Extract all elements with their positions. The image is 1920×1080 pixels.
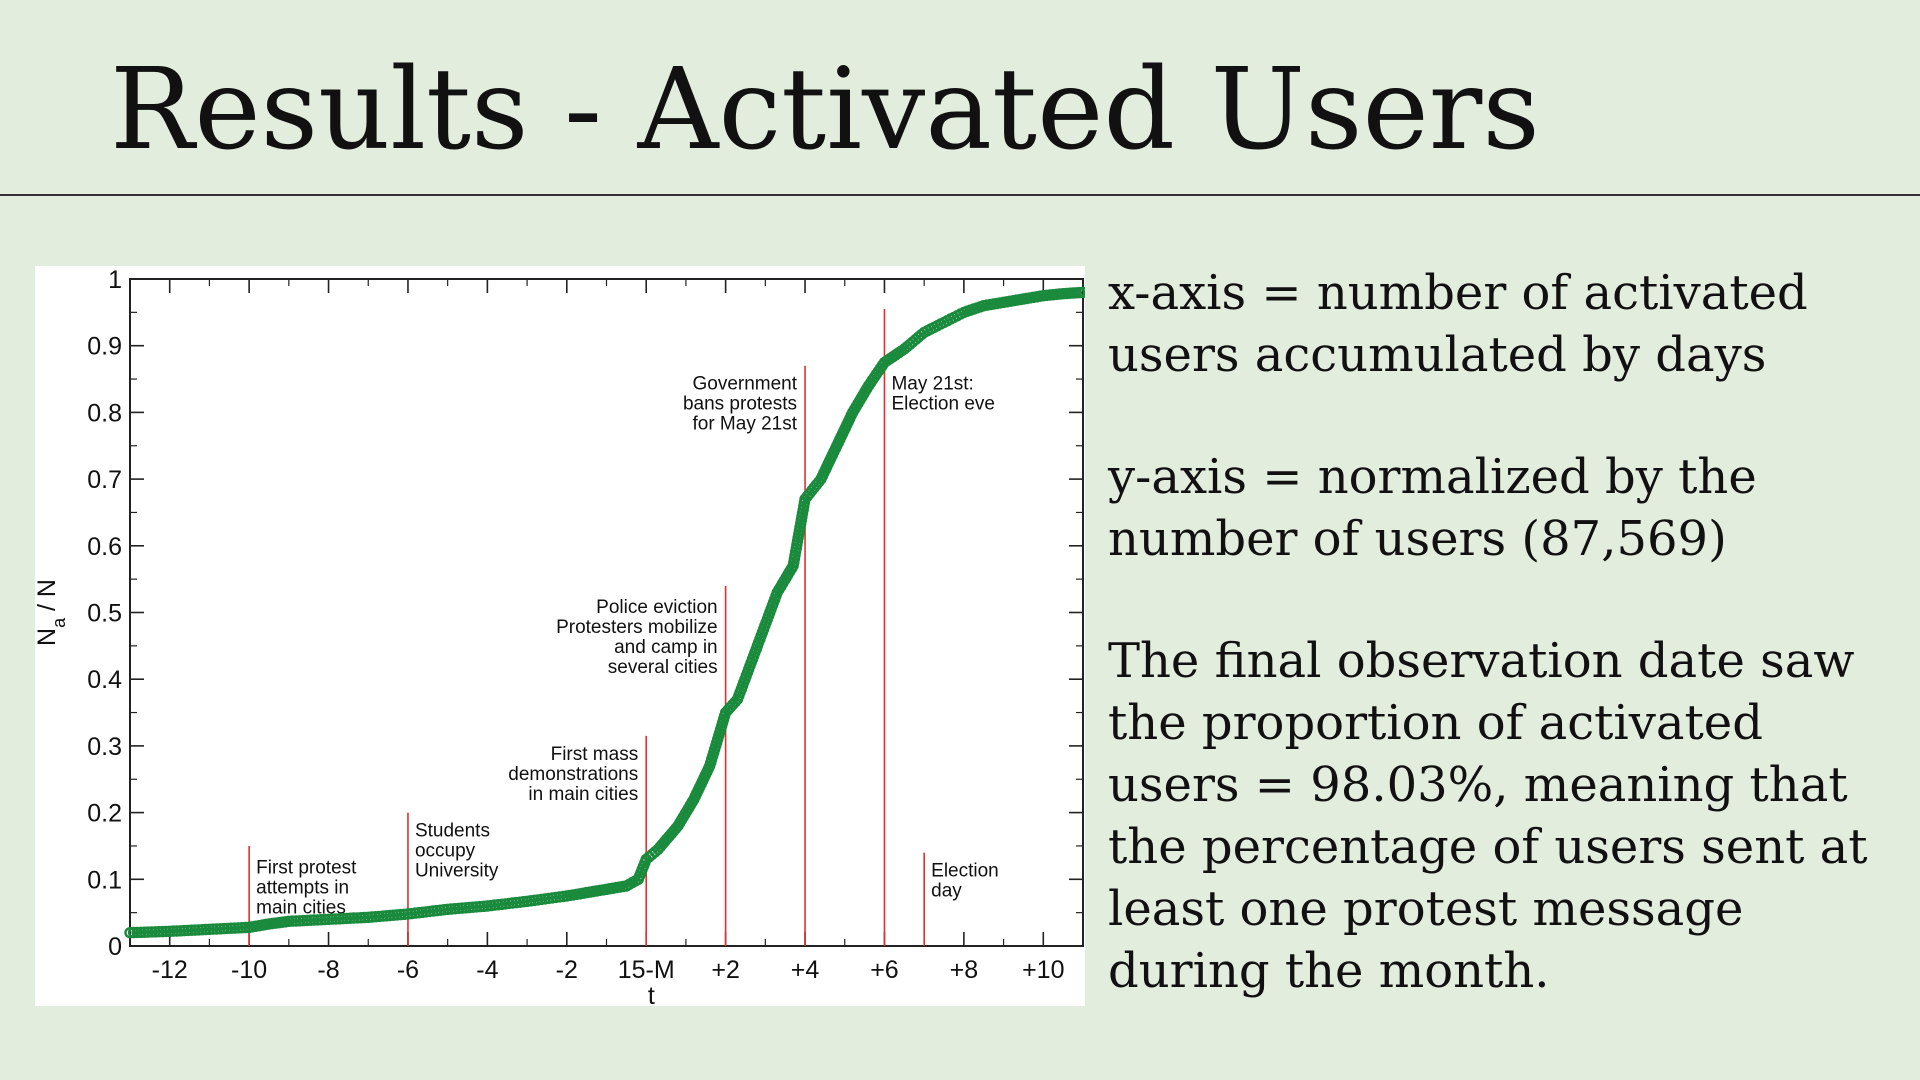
event-label-3-2: and camp in (614, 637, 718, 658)
x-tick-label-6: 15-M (618, 956, 675, 984)
y-tick-label-4: 0.4 (87, 666, 122, 694)
y-axis-label: Na / N (35, 579, 69, 646)
y-tick-label-1: 0.1 (87, 866, 122, 894)
event-label-6-0: Election (931, 861, 999, 882)
x-tick-label-8: +4 (791, 956, 820, 984)
notes-panel: x-axis = number of activated users accum… (1108, 262, 1908, 1062)
y-tick-label-7: 0.7 (87, 466, 122, 494)
activated-users-chart: -12 -10 -8 -6 -4 -2 15-M +2 +4 +6 +8 +10 0 0.1 0.2 0.3 0… (35, 266, 1085, 1006)
event-label-4-0: Government (692, 374, 797, 395)
y-tick-label-3: 0.3 (87, 733, 122, 761)
x-tick-label-9: +6 (870, 956, 899, 984)
event-label-1-1: occupy (415, 841, 476, 862)
slide-title: Results - Activated Users (110, 45, 1540, 175)
title-divider (0, 194, 1920, 196)
event-label-5-0: May 21st: (891, 374, 973, 395)
x-tick-label-0: -12 (152, 956, 188, 984)
event-label-0-1: attempts in (256, 877, 349, 898)
x-axis-label: t (648, 982, 655, 1006)
event-label-4-2: for May 21st (692, 414, 797, 435)
event-label-3-3: several cities (608, 657, 718, 678)
note-y-axis: y-axis = normalized by the number of use… (1108, 449, 1757, 567)
event-label-2-1: demonstrations (508, 764, 638, 785)
x-tick-label-4: -4 (476, 956, 498, 984)
note-x-axis: x-axis = number of activated users accum… (1108, 265, 1808, 383)
data-point-46 (286, 915, 299, 927)
x-tick-label-2: -8 (317, 956, 339, 984)
x-tick-label-3: -6 (397, 956, 419, 984)
y-tick-label-2: 0.2 (87, 800, 122, 828)
data-point-372 (1077, 286, 1085, 299)
event-label-3-1: Protesters mobilize (556, 617, 718, 638)
y-tick-label-6: 0.6 (87, 533, 122, 561)
x-tick-label-7: +2 (711, 956, 740, 984)
chart-panel: -12 -10 -8 -6 -4 -2 15-M +2 +4 +6 +8 +10 0 0.1 0.2 0.3 0… (35, 266, 1085, 1006)
event-label-2-2: in main cities (528, 784, 638, 805)
x-tick-label-11: +10 (1022, 956, 1064, 984)
note-final-proportion: The final observation date saw the propo… (1108, 633, 1868, 999)
event-label-1-0: Students (415, 821, 490, 842)
y-tick-label-9: 0.9 (87, 333, 122, 361)
event-label-1-2: University (415, 861, 499, 882)
x-tick-label-10: +8 (950, 956, 979, 984)
x-tick-label-1: -10 (231, 956, 267, 984)
y-tick-label-8: 0.8 (87, 399, 122, 427)
event-label-6-1: day (931, 881, 962, 902)
y-tick-label-0: 0 (108, 933, 122, 961)
event-label-3-0: Police eviction (596, 597, 717, 618)
y-tick-label-10: 1 (108, 266, 122, 294)
event-label-4-1: bans protests (683, 394, 797, 415)
event-label-2-0: First mass (551, 744, 639, 765)
event-label-0-2: main cities (256, 897, 346, 918)
y-tick-label-5: 0.5 (87, 600, 122, 628)
x-tick-label-5: -2 (556, 956, 578, 984)
event-label-5-1: Election eve (891, 394, 995, 415)
event-label-0-0: First protest (256, 857, 357, 878)
